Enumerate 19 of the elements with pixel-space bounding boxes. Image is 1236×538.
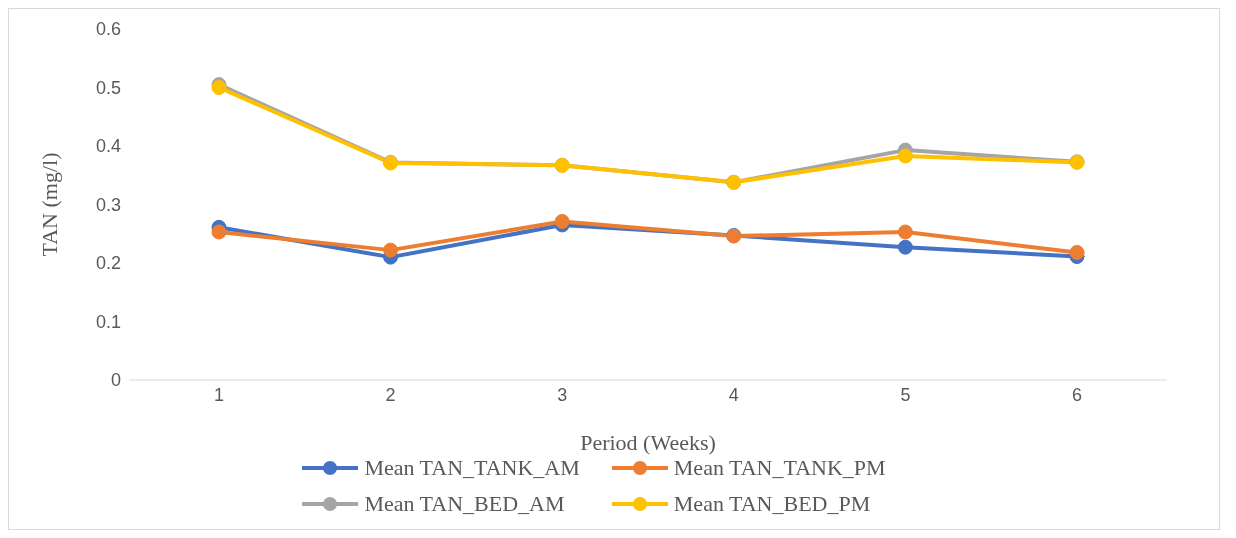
y-axis-title: TAN (mg/l): [36, 152, 62, 257]
y-tick-label: 0.2: [95, 253, 121, 274]
x-tick-label: 3: [557, 384, 568, 405]
y-tick-label: 0.6: [95, 19, 121, 40]
legend-label: Mean TAN_TANK_PM: [673, 455, 886, 481]
x-tick-label: 6: [1071, 384, 1083, 405]
y-tick-label: 0.4: [95, 136, 121, 157]
y-tick-label: 0.1: [95, 311, 121, 332]
y-tick-label: 0: [110, 370, 121, 391]
y-tick-label: 0.3: [95, 194, 121, 215]
legend-label: Mean TAN_BED_AM: [364, 491, 565, 517]
legend-label: Mean TAN_BED_PM: [673, 491, 871, 517]
x-tick-label: 5: [900, 384, 911, 405]
x-tick-label: 4: [728, 384, 739, 405]
y-tick-label: 0.5: [95, 77, 121, 98]
x-axis-title: Period (Weeks): [580, 430, 716, 455]
x-tick-label: 1: [213, 384, 225, 405]
x-tick-label: 2: [385, 384, 396, 405]
legend-label: Mean TAN_TANK_AM: [364, 455, 580, 481]
